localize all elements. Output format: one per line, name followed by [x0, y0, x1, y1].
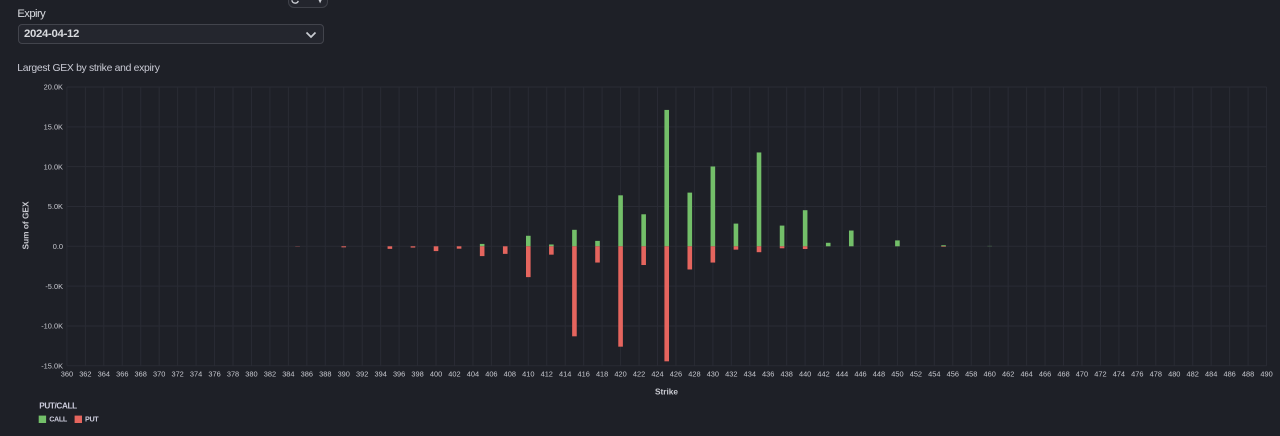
svg-text:362: 362 [79, 370, 91, 379]
svg-text:462: 462 [1002, 370, 1014, 379]
svg-text:450: 450 [891, 370, 903, 379]
svg-text:452: 452 [910, 370, 922, 379]
svg-text:0.0: 0.0 [53, 242, 63, 251]
svg-text:456: 456 [947, 370, 959, 379]
svg-text:426: 426 [670, 370, 682, 379]
svg-text:388: 388 [319, 370, 331, 379]
svg-text:478: 478 [1150, 370, 1162, 379]
svg-text:366: 366 [116, 370, 128, 379]
svg-text:364: 364 [98, 370, 110, 379]
svg-text:432: 432 [725, 370, 737, 379]
svg-text:15.0K: 15.0K [44, 123, 63, 132]
svg-text:484: 484 [1205, 370, 1217, 379]
svg-text:370: 370 [153, 370, 165, 379]
svg-text:5.0K: 5.0K [48, 202, 63, 211]
svg-text:480: 480 [1168, 370, 1180, 379]
svg-text:488: 488 [1242, 370, 1254, 379]
svg-text:376: 376 [208, 370, 220, 379]
svg-text:472: 472 [1094, 370, 1106, 379]
svg-text:442: 442 [817, 370, 829, 379]
svg-text:422: 422 [633, 370, 645, 379]
svg-text:CALL: CALL [49, 415, 68, 424]
svg-text:418: 418 [596, 370, 608, 379]
svg-text:416: 416 [577, 370, 589, 379]
svg-text:382: 382 [264, 370, 276, 379]
svg-text:PUT: PUT [85, 415, 99, 424]
svg-text:420: 420 [614, 370, 626, 379]
svg-text:440: 440 [799, 370, 811, 379]
svg-text:360: 360 [61, 370, 73, 379]
svg-text:396: 396 [393, 370, 405, 379]
svg-text:482: 482 [1187, 370, 1199, 379]
svg-text:394: 394 [374, 370, 386, 379]
svg-text:PUT/CALL: PUT/CALL [39, 401, 77, 410]
svg-text:392: 392 [356, 370, 368, 379]
svg-text:468: 468 [1057, 370, 1069, 379]
svg-text:368: 368 [135, 370, 147, 379]
svg-text:460: 460 [984, 370, 996, 379]
svg-text:Strike: Strike [655, 387, 678, 397]
svg-text:458: 458 [965, 370, 977, 379]
svg-text:410: 410 [522, 370, 534, 379]
svg-text:406: 406 [485, 370, 497, 379]
svg-text:10.0K: 10.0K [44, 162, 63, 171]
svg-text:390: 390 [338, 370, 350, 379]
svg-text:-15.0K: -15.0K [41, 362, 63, 371]
svg-text:474: 474 [1113, 370, 1125, 379]
svg-text:424: 424 [651, 370, 663, 379]
svg-text:454: 454 [928, 370, 940, 379]
svg-text:372: 372 [171, 370, 183, 379]
svg-text:444: 444 [836, 370, 848, 379]
svg-text:20.0K: 20.0K [44, 83, 63, 92]
svg-text:448: 448 [873, 370, 885, 379]
svg-text:384: 384 [282, 370, 294, 379]
svg-text:430: 430 [707, 370, 719, 379]
svg-text:374: 374 [190, 370, 202, 379]
svg-text:Sum of GEX: Sum of GEX [21, 201, 31, 249]
svg-text:466: 466 [1039, 370, 1051, 379]
svg-text:400: 400 [430, 370, 442, 379]
svg-text:386: 386 [301, 370, 313, 379]
svg-text:434: 434 [744, 370, 756, 379]
svg-text:438: 438 [781, 370, 793, 379]
svg-text:414: 414 [559, 370, 571, 379]
svg-text:-10.0K: -10.0K [41, 322, 63, 331]
svg-text:398: 398 [411, 370, 423, 379]
svg-text:412: 412 [541, 370, 553, 379]
svg-text:380: 380 [245, 370, 257, 379]
svg-text:490: 490 [1260, 370, 1272, 379]
svg-text:428: 428 [688, 370, 700, 379]
svg-text:408: 408 [504, 370, 516, 379]
svg-text:464: 464 [1020, 370, 1032, 379]
svg-text:476: 476 [1131, 370, 1143, 379]
svg-text:470: 470 [1076, 370, 1088, 379]
svg-text:378: 378 [227, 370, 239, 379]
svg-text:404: 404 [467, 370, 479, 379]
svg-text:436: 436 [762, 370, 774, 379]
svg-text:446: 446 [854, 370, 866, 379]
svg-text:402: 402 [448, 370, 460, 379]
svg-text:486: 486 [1223, 370, 1235, 379]
svg-text:-5.0K: -5.0K [45, 282, 63, 291]
